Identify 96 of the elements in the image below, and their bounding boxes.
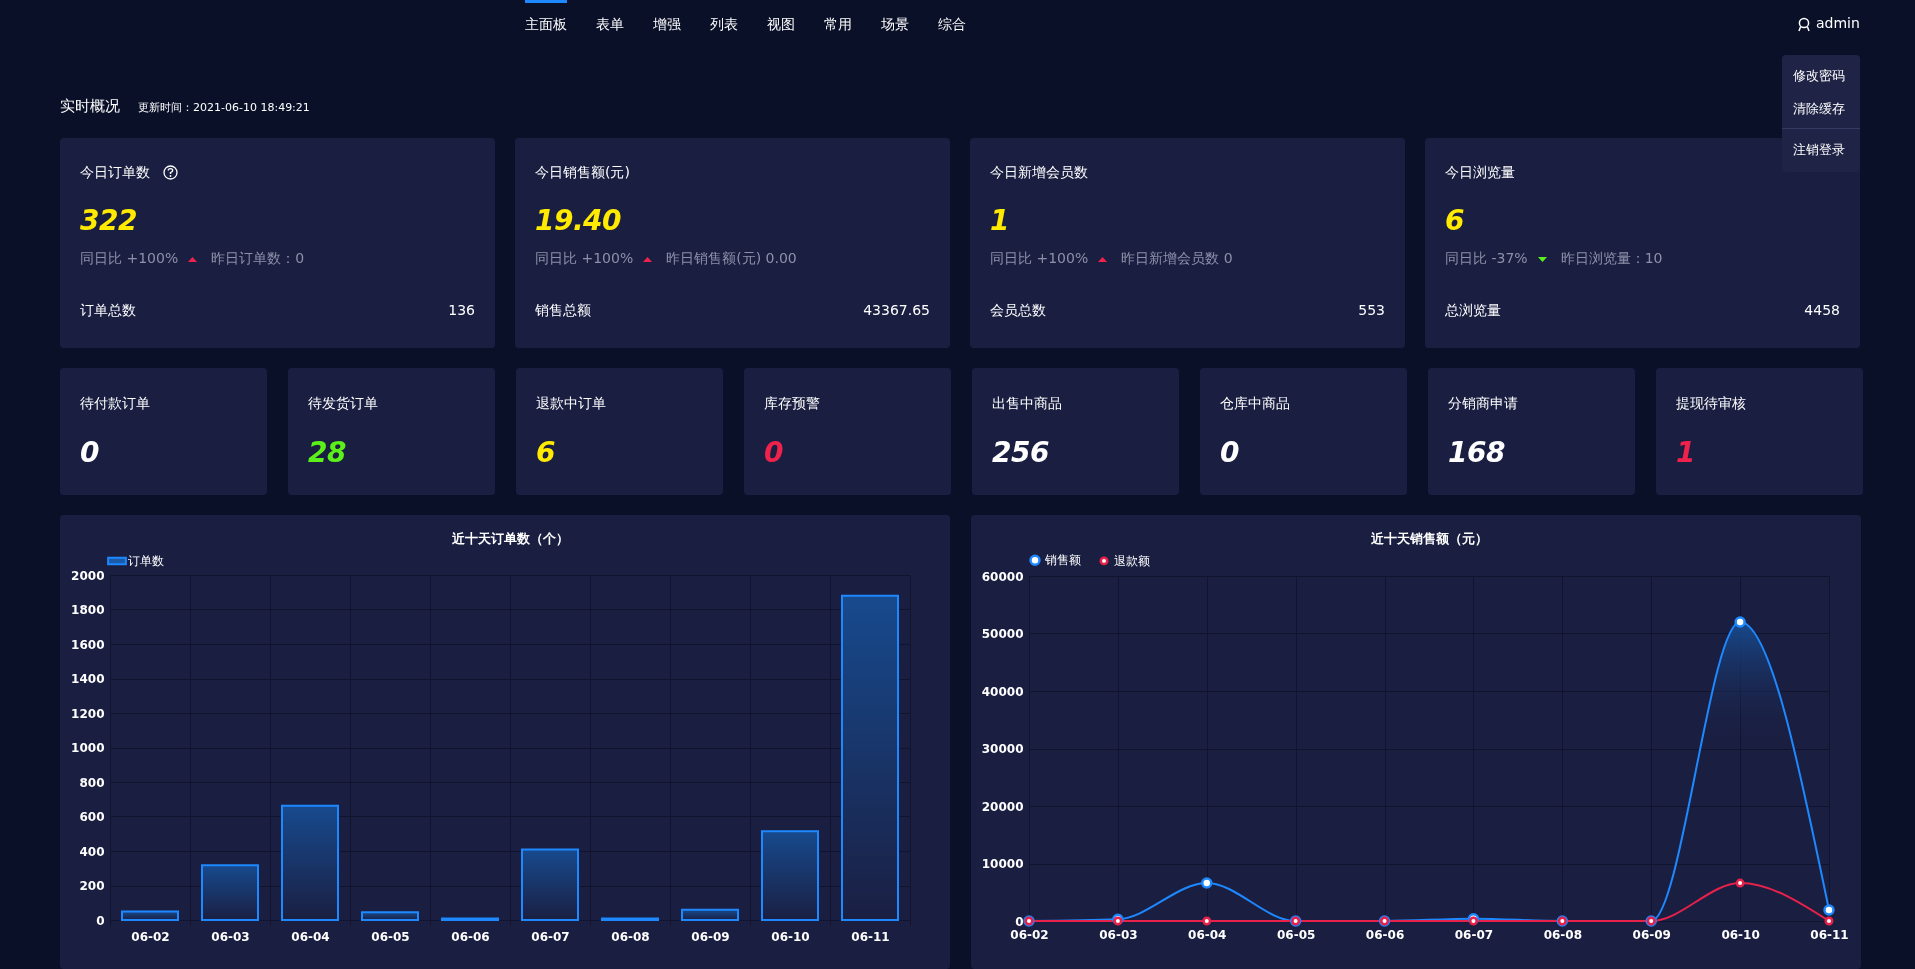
x-tick-label: 06-06 (1365, 927, 1405, 942)
y-tick-label: 50000 (981, 627, 1024, 641)
text: 提现待审核 (1676, 395, 1746, 413)
x-tick-label: 06-07 (1454, 927, 1494, 942)
text: 销售总额 (535, 302, 591, 320)
text: 256 (992, 436, 1049, 469)
x-tick-label: 06-10 (771, 929, 810, 944)
text: 综合 (938, 16, 966, 34)
y-tick-label: 200 (79, 879, 105, 893)
text: 更新时间：2021-06-10 18:49:21 (138, 100, 310, 115)
text: 昨日订单数：0 (211, 250, 305, 266)
text: 同日比 +100% (535, 250, 634, 266)
x-tick-label: 06-03 (1099, 927, 1138, 942)
text: 增强 (653, 16, 681, 34)
text: 修改密码 (1793, 67, 1845, 85)
text: 28 (308, 436, 346, 469)
x-tick-label: 06-07 (531, 929, 570, 944)
text: 库存预警 (764, 395, 820, 413)
text: 出售中商品 (992, 395, 1062, 413)
text: 今日订单数 (80, 164, 150, 182)
text: 注销登录 (1793, 141, 1845, 159)
text: 会员总数 (990, 302, 1046, 320)
text: 实时概况 (60, 97, 120, 116)
y-tick-label: 1800 (71, 603, 105, 617)
x-tick-label: 06-05 (1276, 927, 1316, 942)
x-tick-label: 06-04 (291, 929, 330, 944)
text: 43367.65 (863, 302, 930, 318)
text: 今日浏览量 (1445, 164, 1515, 182)
legend-label: 订单数 (128, 554, 164, 568)
text: 同日比 +100% (990, 250, 1089, 266)
text: 昨日销售额(元) 0.00 (666, 250, 797, 266)
x-tick-label: 06-08 (611, 929, 650, 944)
x-tick-label: 06-02 (1010, 927, 1049, 942)
text: 6 (1445, 204, 1464, 237)
x-tick-label: 06-05 (371, 929, 410, 944)
x-tick-label: 06-11 (851, 929, 890, 944)
text: 322 (80, 204, 137, 237)
text: admin (1816, 15, 1860, 31)
text: 常用 (824, 16, 852, 34)
legend-label: 退款额 (1114, 553, 1150, 568)
text: 列表 (710, 16, 738, 34)
y-tick-label: 20000 (981, 799, 1024, 814)
x-tick-label: 06-06 (451, 929, 490, 944)
text: 19.40 (535, 204, 622, 237)
x-tick-label: 06-03 (211, 929, 250, 944)
x-tick-label: 06-09 (691, 929, 730, 944)
text: 昨日浏览量：10 (1560, 250, 1663, 266)
text: 视图 (767, 16, 795, 34)
legend-label: 销售额 (1044, 553, 1081, 568)
x-tick-label: 06-04 (1188, 927, 1227, 942)
y-tick-label: 60000 (981, 569, 1024, 584)
text: 待付款订单 (80, 395, 150, 413)
y-tick-label: 800 (79, 775, 105, 790)
text: 场景 (881, 16, 909, 34)
text: 今日销售额(元) (535, 164, 630, 182)
text: 订单总数 (80, 302, 136, 320)
text: 0 (1220, 436, 1239, 469)
text: 退款中订单 (536, 395, 606, 413)
text: 553 (1358, 302, 1385, 318)
text: 1 (990, 204, 1009, 237)
y-tick-label: 10000 (981, 857, 1024, 871)
x-tick-label: 06-09 (1632, 927, 1671, 942)
y-tick-label: 400 (79, 844, 105, 859)
text: 表单 (596, 16, 624, 34)
y-tick-label: 1600 (71, 637, 105, 652)
x-tick-label: 06-10 (1721, 927, 1760, 942)
y-tick-label: 2000 (71, 568, 105, 583)
chart-title: 近十天销售额（元） (1369, 531, 1488, 546)
text: 同日比 +100% (80, 250, 179, 266)
y-tick-label: 1400 (71, 672, 105, 686)
y-tick-label: 600 (79, 810, 105, 824)
y-tick-label: 1200 (71, 706, 105, 721)
x-tick-label: 06-11 (1810, 927, 1849, 942)
text: 168 (1448, 436, 1505, 469)
text: 4458 (1804, 302, 1840, 318)
text: 清除缓存 (1793, 100, 1845, 118)
text: 6 (536, 436, 555, 469)
text: 1 (1676, 436, 1695, 469)
text: 136 (448, 302, 475, 318)
y-tick-label: 0 (96, 913, 105, 928)
text: 待发货订单 (308, 395, 378, 413)
y-tick-label: 1000 (71, 741, 105, 755)
text: 0 (764, 436, 783, 469)
text: 仓库中商品 (1220, 395, 1290, 413)
text: 昨日新增会员数 0 (1121, 250, 1233, 266)
text: 分销商申请 (1448, 395, 1518, 413)
text: 主面板 (525, 16, 567, 34)
y-tick-label: 30000 (981, 742, 1024, 756)
x-tick-label: 06-08 (1543, 927, 1583, 942)
y-tick-label: 40000 (981, 684, 1024, 699)
text: 今日新增会员数 (990, 164, 1088, 182)
x-tick-label: 06-02 (131, 929, 170, 944)
text: 总浏览量 (1445, 302, 1501, 320)
y-tick-label: 0 (1015, 914, 1024, 929)
text: 同日比 -37% (1445, 250, 1528, 266)
chart-title: 近十天订单数（个） (450, 531, 569, 546)
